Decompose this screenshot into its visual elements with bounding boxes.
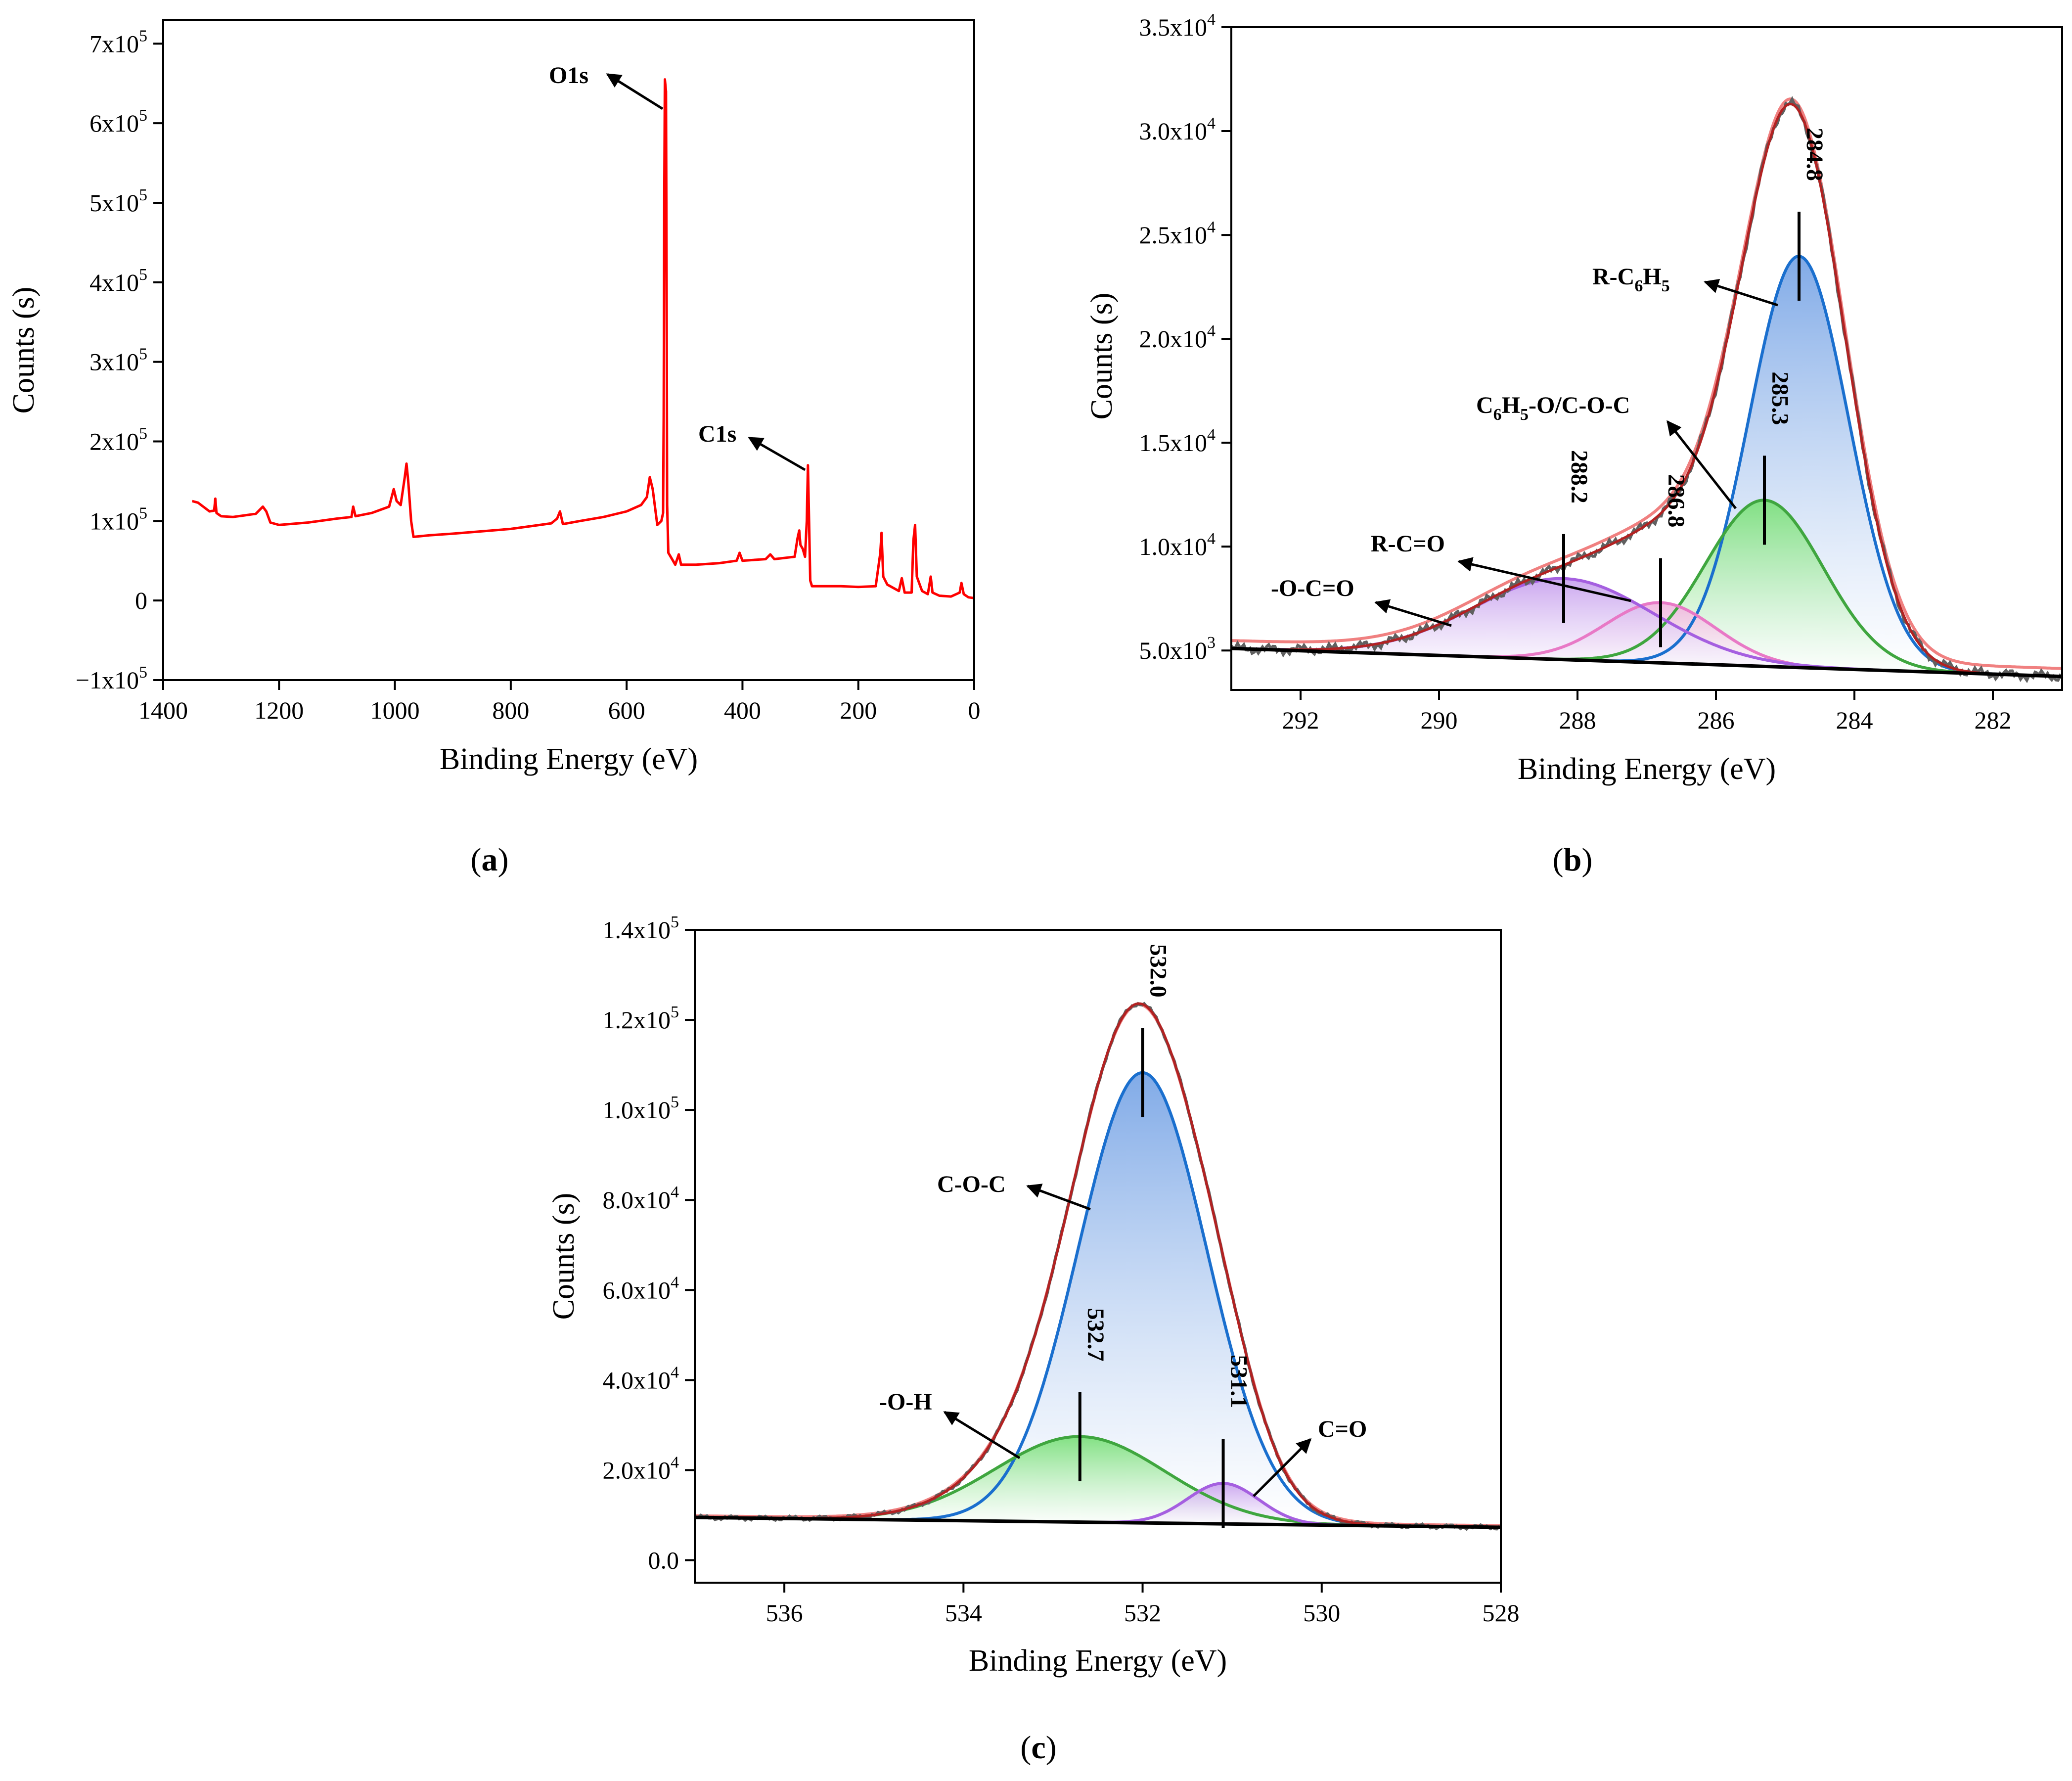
panel-c-ytick-label: 1.4x105 — [603, 913, 679, 944]
panel-b-ylabel: Counts (s) — [1085, 293, 1119, 420]
panel-b-xtick-label: 290 — [1421, 706, 1458, 734]
panel-a-ylabel: Counts (s) — [7, 287, 41, 414]
panel-c-xtick-label: 534 — [945, 1599, 982, 1627]
panel-a-xtick-label: 400 — [724, 696, 761, 724]
panel-a-ytick-label: 3x105 — [90, 345, 147, 376]
panel-a-xtick-label: 600 — [608, 696, 645, 724]
panel-b-peak-label: 284.8 — [1802, 128, 1828, 181]
panel-b-xtick-label: 292 — [1282, 706, 1319, 734]
panel-c-component-fill-c-o-c — [695, 1072, 1501, 1527]
panel-b-envelope-line — [1231, 97, 2063, 670]
panel-a-ytick-label: 2x105 — [90, 424, 147, 455]
panel-b-ytick-label: 5.0x103 — [1139, 634, 1216, 664]
panel-b-xtick-label: 288 — [1559, 706, 1596, 734]
panel-c-coc-label: C-O-C — [937, 1171, 1006, 1197]
panel-a-ytick-label: 7x105 — [90, 27, 147, 57]
panel-b-component-fill--o-c-o — [1231, 578, 2062, 677]
panel-b-label: (b) — [1553, 842, 1593, 878]
panel-b-raw-data-line — [1230, 96, 2064, 684]
panel-c-xtick-label: 536 — [766, 1599, 803, 1627]
panel-c-o1s-chart: 536 534 532 530 528 0.0 2.0x104 4.0x104 6.0x104… — [547, 913, 1520, 1766]
panel-a-c1s-arrow — [748, 436, 806, 471]
panel-c-ytick-label: 6.0x104 — [603, 1273, 679, 1304]
panel-a-xtick-label: 0 — [968, 696, 981, 724]
panel-c-ytick-label: 2.0x104 — [603, 1453, 679, 1484]
panel-b-peak-label: 285.3 — [1767, 371, 1793, 425]
panel-b-ococ-arrow — [1374, 599, 1452, 627]
panel-b-ytick-label: 3.0x104 — [1139, 114, 1216, 145]
panel-c-co-arrow — [1253, 1438, 1312, 1497]
panel-a-ytick-label: 1x105 — [90, 504, 147, 535]
panel-a-survey-chart: 1400 1200 1000 800 600 400 200 0 −1x105 0 1x105 2x… — [7, 19, 981, 878]
panel-b-xtick-label: 286 — [1698, 706, 1735, 734]
panel-c-component-fill--o-h — [695, 1436, 1501, 1527]
panel-a-xlabel: Binding Energy (eV) — [440, 742, 698, 776]
panel-a-o1s-arrow — [606, 73, 664, 110]
panel-a-ytick-label: 5x105 — [90, 186, 147, 217]
panel-b-peak-label: 286.8 — [1663, 474, 1689, 527]
panel-b-c1s-chart: 292 290 288 286 284 282 5.0x103 1.0x104 1.5x104… — [1085, 10, 2064, 878]
panel-b-ytick-label: 2.0x104 — [1139, 322, 1216, 353]
panel-b-fit-sum-line — [1231, 102, 2063, 678]
panel-a-o1s-label: O1s — [549, 62, 588, 89]
panel-b-baseline-line — [1231, 646, 2063, 679]
panel-b-rco-label: R-C=O — [1371, 531, 1445, 557]
panel-a-c1s-label: C1s — [698, 421, 736, 447]
panel-a-xtick-label: 800 — [492, 696, 529, 724]
panel-b-rco-arrow — [1457, 557, 1631, 602]
panel-c-peak-label: 531.1 — [1226, 1355, 1252, 1408]
panel-a-ytick-label: 6x105 — [90, 106, 147, 137]
panel-c-ytick-label: 8.0x104 — [603, 1183, 679, 1214]
panel-a-ytick-label: 4x105 — [90, 266, 147, 296]
panel-a-xtick-label: 1200 — [254, 696, 304, 724]
panel-b-ococ-label: -O-C=O — [1271, 575, 1354, 601]
panel-b-frame — [1230, 26, 2063, 691]
panel-b-component-fill-c6h5-o-c-o-c — [1231, 500, 2062, 677]
panel-c-peak-label: 532.7 — [1082, 1308, 1109, 1362]
panel-c-ylabel: Counts (s) — [547, 1193, 581, 1320]
panel-b-xtick-label: 282 — [1975, 706, 2012, 734]
panel-b-xlabel: Binding Energy (eV) — [1518, 752, 1776, 786]
panel-a-ytick-label: 0 — [135, 587, 147, 614]
panel-a-frame — [162, 19, 975, 681]
panel-b-ytick-label: 3.5x104 — [1139, 10, 1216, 41]
panel-c-frame — [694, 929, 1502, 1584]
panel-b-c6h5o-label: C6H5-O/C-O-C — [1476, 392, 1630, 424]
panel-b-rc6h5-label: R-C6H5 — [1592, 264, 1670, 295]
panel-c-peak-label: 532.0 — [1145, 944, 1171, 998]
panel-a-survey-line — [191, 78, 975, 599]
panel-b-ytick-label: 1.0x104 — [1139, 530, 1216, 560]
panel-b-c6h5o-arrow — [1667, 420, 1737, 509]
panel-c-ytick-label: 0.0 — [648, 1546, 679, 1574]
panel-c-coc-arrow — [1026, 1184, 1091, 1211]
panel-a-label: (a) — [471, 842, 509, 878]
panel-c-oh-arrow — [943, 1411, 1021, 1460]
panel-c-xtick-label: 528 — [1483, 1599, 1520, 1627]
panel-b-ytick-label: 2.5x104 — [1139, 218, 1216, 249]
panel-c-co-label: C=O — [1318, 1416, 1367, 1442]
panel-c-oh-label: -O-H — [879, 1389, 932, 1415]
panel-c-label: (c) — [1020, 1730, 1056, 1766]
panel-b-rc6h5-arrow — [1704, 278, 1778, 307]
panel-c-xlabel: Binding Energy (eV) — [969, 1644, 1227, 1678]
panel-c-ytick-label: 1.0x105 — [603, 1093, 679, 1124]
panel-b-component-fill-r-c6h5 — [1231, 256, 2062, 677]
panel-b-ytick-label: 1.5x104 — [1139, 426, 1216, 457]
panel-b-xtick-label: 284 — [1836, 706, 1873, 734]
panel-a-xtick-label: 1000 — [370, 696, 420, 724]
panel-c-ytick-label: 1.2x105 — [603, 1003, 679, 1034]
panel-c-xtick-label: 530 — [1303, 1599, 1340, 1627]
panel-a-xtick-label: 1400 — [138, 696, 188, 724]
panel-c-ytick-label: 4.0x104 — [603, 1363, 679, 1394]
panel-c-baseline-line — [694, 1515, 1501, 1529]
panel-a-xtick-label: 200 — [840, 696, 877, 724]
panel-b-peak-label: 288.2 — [1566, 450, 1592, 503]
panel-a-ytick-label: −1x105 — [76, 663, 147, 694]
panel-c-xtick-label: 532 — [1124, 1599, 1161, 1627]
